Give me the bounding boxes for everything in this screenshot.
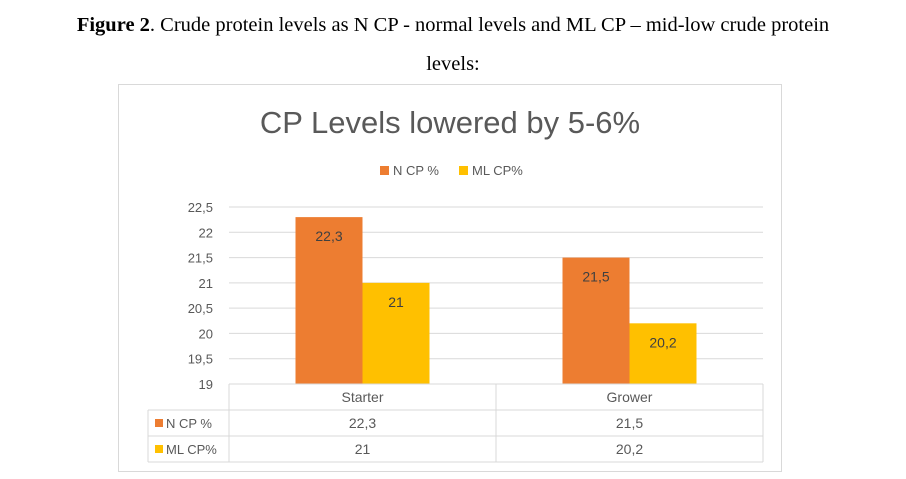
bar-data-label: 21 xyxy=(388,294,404,310)
bar-chart: CP Levels lowered by 5-6% N CP % ML CP% 2… xyxy=(147,105,764,463)
y-tick-label: 21,5 xyxy=(188,251,213,266)
table-value: 21,5 xyxy=(616,415,643,431)
caption-text-line1: . Crude protein levels as N CP - normal … xyxy=(149,14,830,36)
chart-title: CP Levels lowered by 5-6% xyxy=(260,105,640,140)
table-legend-key xyxy=(155,445,163,453)
table-value: 22,3 xyxy=(349,415,376,431)
legend-label: N CP % xyxy=(393,163,439,178)
chart-legend: N CP % ML CP% xyxy=(380,163,523,178)
bar-n-cp-grower xyxy=(562,257,630,384)
figure-caption: Figure 2. Crude protein levels as N CP -… xyxy=(0,6,906,84)
y-tick-label: 20,5 xyxy=(188,301,213,316)
y-tick-label: 20 xyxy=(199,326,213,341)
table-value: 21 xyxy=(355,441,371,457)
table-value: 20,2 xyxy=(616,441,643,457)
caption-text-line2: levels: xyxy=(426,53,480,75)
y-tick-label: 22,5 xyxy=(188,200,213,215)
bar-data-label: 22,3 xyxy=(315,228,342,244)
bar-ml-cp-starter xyxy=(362,282,430,384)
table-legend-key xyxy=(155,419,163,427)
caption-figure-number: Figure 2 xyxy=(76,14,150,36)
y-tick-label: 22 xyxy=(199,225,213,240)
y-tick-label: 19,5 xyxy=(188,352,213,367)
bar-ml-cp-grower xyxy=(629,323,697,384)
legend-label: ML CP% xyxy=(472,163,523,178)
x-category-label: Grower xyxy=(607,389,653,405)
bar-data-label: 20,2 xyxy=(649,334,676,350)
bar-data-label: 21,5 xyxy=(582,269,609,285)
chart-frame: CP Levels lowered by 5-6% N CP % ML CP% 2… xyxy=(118,84,782,472)
y-tick-label: 19 xyxy=(199,377,213,392)
table-series-label: N CP % xyxy=(166,416,212,431)
chart-data-table: Starter Grower N CP % 22,3 21,5 ML CP% 21 20,2 xyxy=(147,383,764,463)
table-series-label: ML CP% xyxy=(166,442,217,457)
legend-swatch xyxy=(380,166,389,175)
legend-swatch xyxy=(459,166,468,175)
y-tick-label: 21 xyxy=(199,276,213,291)
y-axis-tick-labels: 22,5 22 21,5 21 20,5 20 19,5 19 xyxy=(188,200,213,392)
bar-n-cp-starter xyxy=(295,217,363,384)
chart-bars: 22,3 21 21,5 20,2 xyxy=(295,217,697,384)
x-category-label: Starter xyxy=(341,389,383,405)
